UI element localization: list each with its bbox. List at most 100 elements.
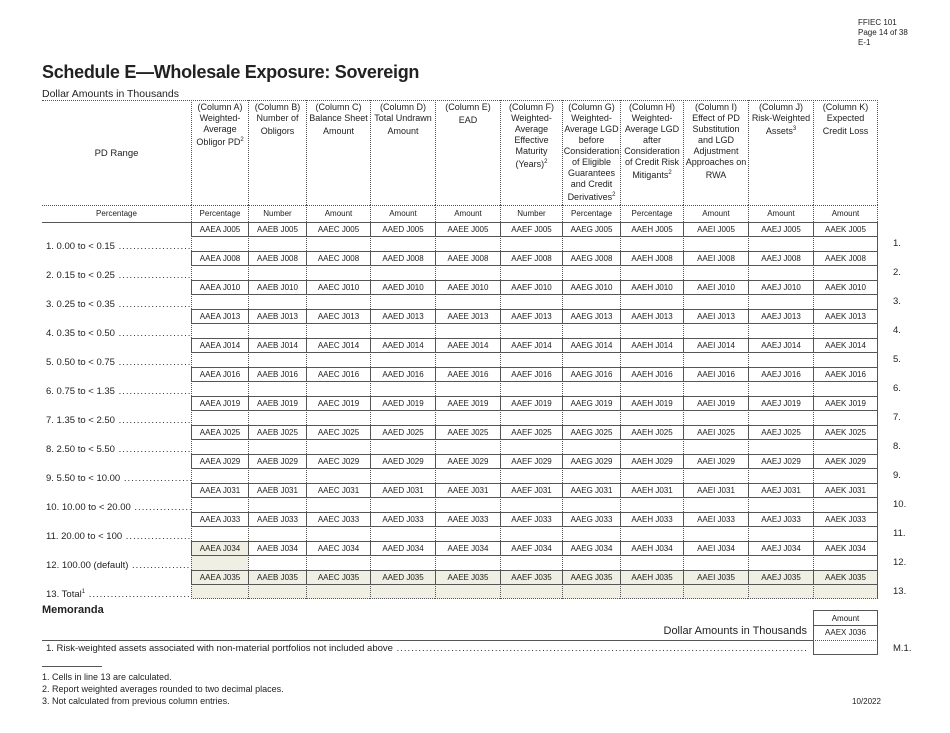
input-cell-c[interactable]	[306, 526, 370, 541]
input-cell-c[interactable]	[306, 410, 370, 425]
input-cell-b[interactable]	[248, 323, 306, 338]
input-cell-e[interactable]	[435, 468, 500, 483]
input-cell-f[interactable]	[500, 497, 562, 512]
input-cell-a[interactable]	[191, 352, 248, 367]
input-cell-f[interactable]	[500, 323, 562, 338]
input-cell-j[interactable]	[748, 236, 813, 251]
input-cell-i[interactable]	[683, 323, 748, 338]
input-cell-j[interactable]	[748, 352, 813, 367]
input-cell-i[interactable]	[683, 265, 748, 280]
input-cell-c[interactable]	[306, 352, 370, 367]
input-cell-d[interactable]	[370, 439, 435, 454]
input-cell-d[interactable]	[370, 555, 435, 570]
input-cell-e[interactable]	[435, 236, 500, 251]
input-cell-g[interactable]	[562, 526, 620, 541]
input-cell-d[interactable]	[370, 294, 435, 309]
input-cell-c[interactable]	[306, 236, 370, 251]
input-cell-h[interactable]	[620, 439, 683, 454]
input-cell-j[interactable]	[748, 381, 813, 396]
input-cell-j[interactable]	[748, 294, 813, 309]
input-cell-j[interactable]	[748, 323, 813, 338]
input-cell-d[interactable]	[370, 526, 435, 541]
input-cell-j[interactable]	[748, 497, 813, 512]
input-cell-c[interactable]	[306, 555, 370, 570]
input-cell-j[interactable]	[748, 265, 813, 280]
input-cell-f[interactable]	[500, 265, 562, 280]
input-cell-c[interactable]	[306, 381, 370, 396]
input-cell-d[interactable]	[370, 236, 435, 251]
input-cell-e[interactable]	[435, 439, 500, 454]
memo-m1-input[interactable]	[813, 640, 878, 655]
input-cell-j[interactable]	[748, 410, 813, 425]
input-cell-h[interactable]	[620, 265, 683, 280]
input-cell-c[interactable]	[306, 468, 370, 483]
input-cell-i[interactable]	[683, 410, 748, 425]
input-cell-e[interactable]	[435, 294, 500, 309]
input-cell-c[interactable]	[306, 323, 370, 338]
input-cell-i[interactable]	[683, 468, 748, 483]
input-cell-e[interactable]	[435, 526, 500, 541]
input-cell-e[interactable]	[435, 352, 500, 367]
input-cell-h[interactable]	[620, 352, 683, 367]
input-cell-b[interactable]	[248, 381, 306, 396]
input-cell-j[interactable]	[748, 555, 813, 570]
input-cell-a[interactable]	[191, 497, 248, 512]
input-cell-f[interactable]	[500, 555, 562, 570]
input-cell-f[interactable]	[500, 294, 562, 309]
input-cell-f[interactable]	[500, 468, 562, 483]
input-cell-a[interactable]	[191, 294, 248, 309]
input-cell-k[interactable]	[813, 265, 878, 280]
input-cell-d[interactable]	[370, 468, 435, 483]
input-cell-i[interactable]	[683, 294, 748, 309]
input-cell-k[interactable]	[813, 468, 878, 483]
input-cell-f[interactable]	[500, 410, 562, 425]
input-cell-d[interactable]	[370, 323, 435, 338]
input-cell-g[interactable]	[562, 323, 620, 338]
input-cell-g[interactable]	[562, 555, 620, 570]
input-cell-b[interactable]	[248, 265, 306, 280]
input-cell-c[interactable]	[306, 497, 370, 512]
input-cell-f[interactable]	[500, 526, 562, 541]
input-cell-h[interactable]	[620, 410, 683, 425]
input-cell-j[interactable]	[748, 526, 813, 541]
input-cell-k[interactable]	[813, 236, 878, 251]
input-cell-b[interactable]	[248, 294, 306, 309]
input-cell-g[interactable]	[562, 294, 620, 309]
input-cell-h[interactable]	[620, 526, 683, 541]
input-cell-d[interactable]	[370, 497, 435, 512]
input-cell-g[interactable]	[562, 439, 620, 454]
input-cell-g[interactable]	[562, 497, 620, 512]
input-cell-k[interactable]	[813, 381, 878, 396]
input-cell-i[interactable]	[683, 526, 748, 541]
input-cell-h[interactable]	[620, 236, 683, 251]
input-cell-h[interactable]	[620, 555, 683, 570]
input-cell-k[interactable]	[813, 526, 878, 541]
input-cell-i[interactable]	[683, 439, 748, 454]
input-cell-a[interactable]	[191, 410, 248, 425]
input-cell-d[interactable]	[370, 265, 435, 280]
input-cell-g[interactable]	[562, 265, 620, 280]
input-cell-d[interactable]	[370, 410, 435, 425]
input-cell-e[interactable]	[435, 381, 500, 396]
input-cell-f[interactable]	[500, 236, 562, 251]
input-cell-g[interactable]	[562, 352, 620, 367]
input-cell-f[interactable]	[500, 381, 562, 396]
input-cell-a[interactable]	[191, 526, 248, 541]
input-cell-i[interactable]	[683, 236, 748, 251]
input-cell-b[interactable]	[248, 526, 306, 541]
input-cell-g[interactable]	[562, 381, 620, 396]
input-cell-e[interactable]	[435, 555, 500, 570]
input-cell-k[interactable]	[813, 439, 878, 454]
input-cell-c[interactable]	[306, 265, 370, 280]
input-cell-b[interactable]	[248, 352, 306, 367]
input-cell-b[interactable]	[248, 439, 306, 454]
input-cell-a[interactable]	[191, 468, 248, 483]
input-cell-a[interactable]	[191, 265, 248, 280]
input-cell-g[interactable]	[562, 236, 620, 251]
input-cell-i[interactable]	[683, 497, 748, 512]
input-cell-e[interactable]	[435, 323, 500, 338]
input-cell-a[interactable]	[191, 236, 248, 251]
input-cell-d[interactable]	[370, 381, 435, 396]
input-cell-i[interactable]	[683, 555, 748, 570]
input-cell-f[interactable]	[500, 352, 562, 367]
